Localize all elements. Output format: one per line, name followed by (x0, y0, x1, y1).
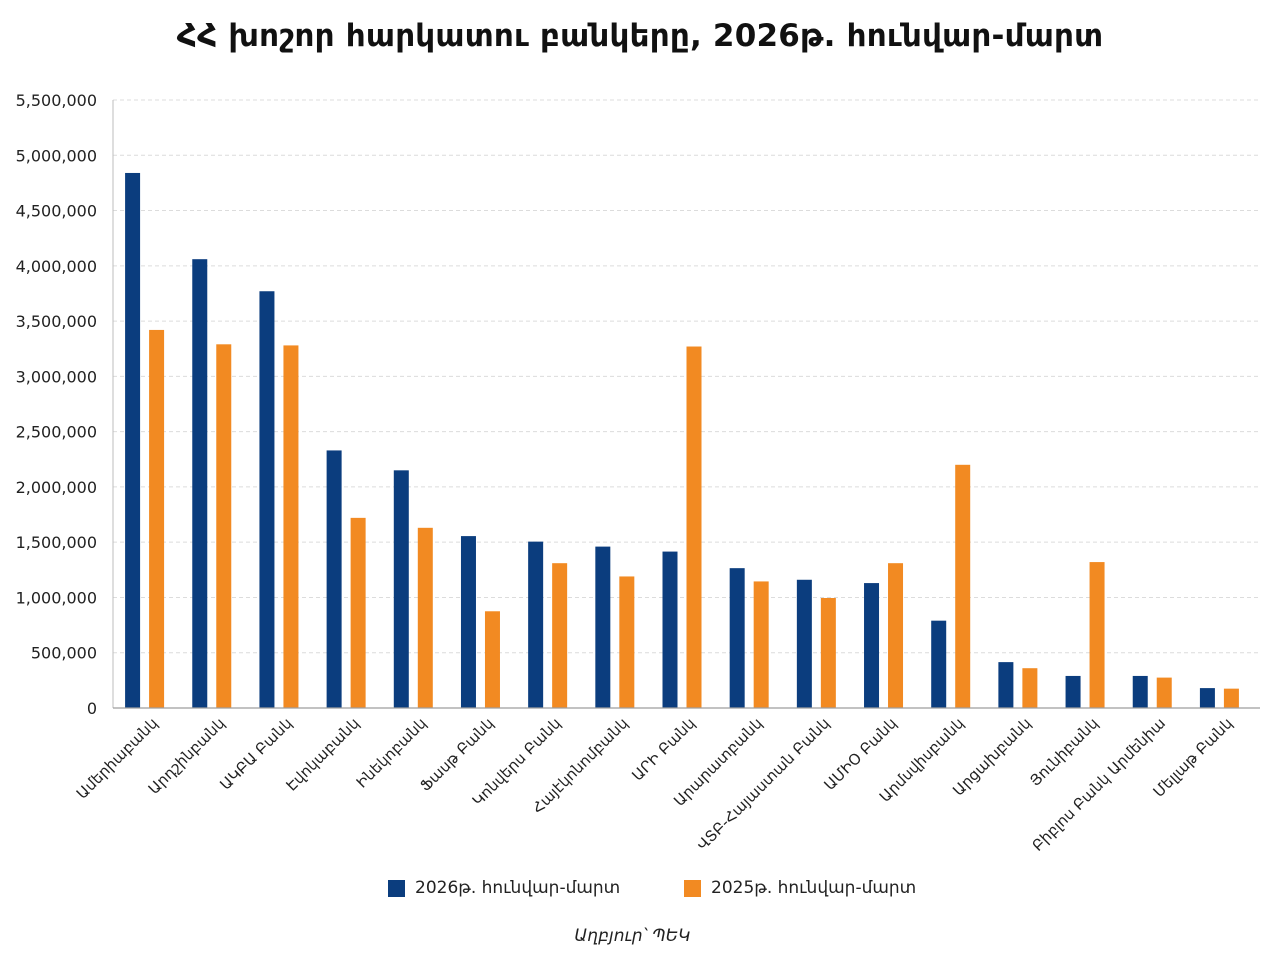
y-tick-label: 5,000,000 (16, 146, 97, 165)
bar-series-1-13 (931, 620, 947, 708)
y-tick-label: 5,500,000 (16, 91, 97, 110)
legend-label-series-1: 2026թ. հունվար-մարտ (415, 878, 621, 898)
bar-series-1-3 (259, 291, 275, 708)
bar-series-1-6 (460, 536, 476, 708)
bar-series-2-1 (149, 329, 165, 708)
bar-series-2-3 (283, 345, 299, 708)
bar-series-2-16 (1156, 677, 1172, 708)
axes (112, 100, 1260, 709)
bars (125, 172, 1239, 708)
bar-series-1-5 (393, 470, 409, 708)
bar-series-2-17 (1223, 688, 1239, 708)
y-axis-tick-labels: 0 500,000 1,000,000 1,500,000 2,000,000 2,500… (16, 91, 97, 718)
bar-series-2-11 (820, 598, 836, 708)
x-tick-label: Յունիբանկ (1026, 714, 1102, 790)
y-tick-label: 1,500,000 (16, 533, 97, 552)
bar-series-1-8 (595, 546, 611, 708)
bar-series-1-10 (729, 568, 745, 708)
bar-series-2-7 (552, 563, 568, 708)
gridlines (113, 99, 1260, 654)
legend: 2026թ. հունվար-մարտ 2025թ. հունվար-մարտ (0, 878, 1280, 902)
legend-item-series-2[interactable]: 2025թ. հունվար-մարտ (684, 878, 916, 898)
bar-series-2-2 (216, 344, 232, 708)
bar-series-2-14 (1022, 668, 1038, 708)
source-note: Աղբյուր՝ ՊԵԿ (574, 926, 691, 946)
bar-series-1-12 (864, 583, 880, 708)
x-tick-label: ՎՏԲ-Հայաստան Բանկ (693, 714, 833, 854)
y-tick-label: 500,000 (31, 644, 97, 663)
legend-swatch-series-1 (388, 879, 405, 897)
bar-series-1-7 (528, 541, 544, 708)
bar-series-2-5 (417, 527, 433, 708)
y-tick-label: 1,000,000 (16, 588, 97, 607)
bar-series-2-9 (686, 346, 702, 708)
bar-series-1-11 (796, 579, 812, 708)
legend-swatch-series-2 (684, 879, 701, 897)
y-tick-label: 4,000,000 (16, 257, 97, 276)
bar-series-1-9 (662, 551, 678, 708)
bar-series-1-2 (192, 259, 208, 708)
y-tick-label: 4,500,000 (16, 202, 97, 221)
bar-series-1-17 (1199, 688, 1215, 708)
bar-series-1-14 (998, 662, 1014, 708)
bar-series-1-15 (1065, 675, 1081, 708)
bar-series-2-6 (484, 611, 500, 708)
chart-title: ՀՀ խոշոր հարկատու բանկերը, 2026թ. հունվա… (176, 18, 1104, 54)
x-tick-label: Բիբլոս Բանկ Արմենիա (1028, 714, 1169, 855)
legend-label-series-2: 2025թ. հունվար-մարտ (711, 878, 917, 898)
y-tick-label: 3,000,000 (16, 367, 97, 386)
bar-series-2-10 (753, 581, 769, 708)
y-tick-label: 3,500,000 (16, 312, 97, 331)
y-tick-label: 2,500,000 (16, 423, 97, 442)
bar-series-1-4 (326, 450, 342, 708)
bar-series-2-4 (350, 517, 366, 708)
y-tick-label: 0 (87, 699, 97, 718)
y-tick-label: 2,000,000 (16, 478, 97, 497)
bar-series-1-1 (125, 172, 141, 708)
legend-item-series-1[interactable]: 2026թ. հունվար-մարտ (388, 878, 620, 898)
bar-series-1-16 (1132, 675, 1148, 708)
bar-series-2-8 (619, 576, 635, 708)
bar-series-2-12 (888, 563, 904, 708)
bar-series-2-13 (955, 464, 971, 708)
bar-series-2-15 (1089, 562, 1105, 708)
x-tick-label: ԱՐԻ Բանկ (628, 714, 698, 784)
